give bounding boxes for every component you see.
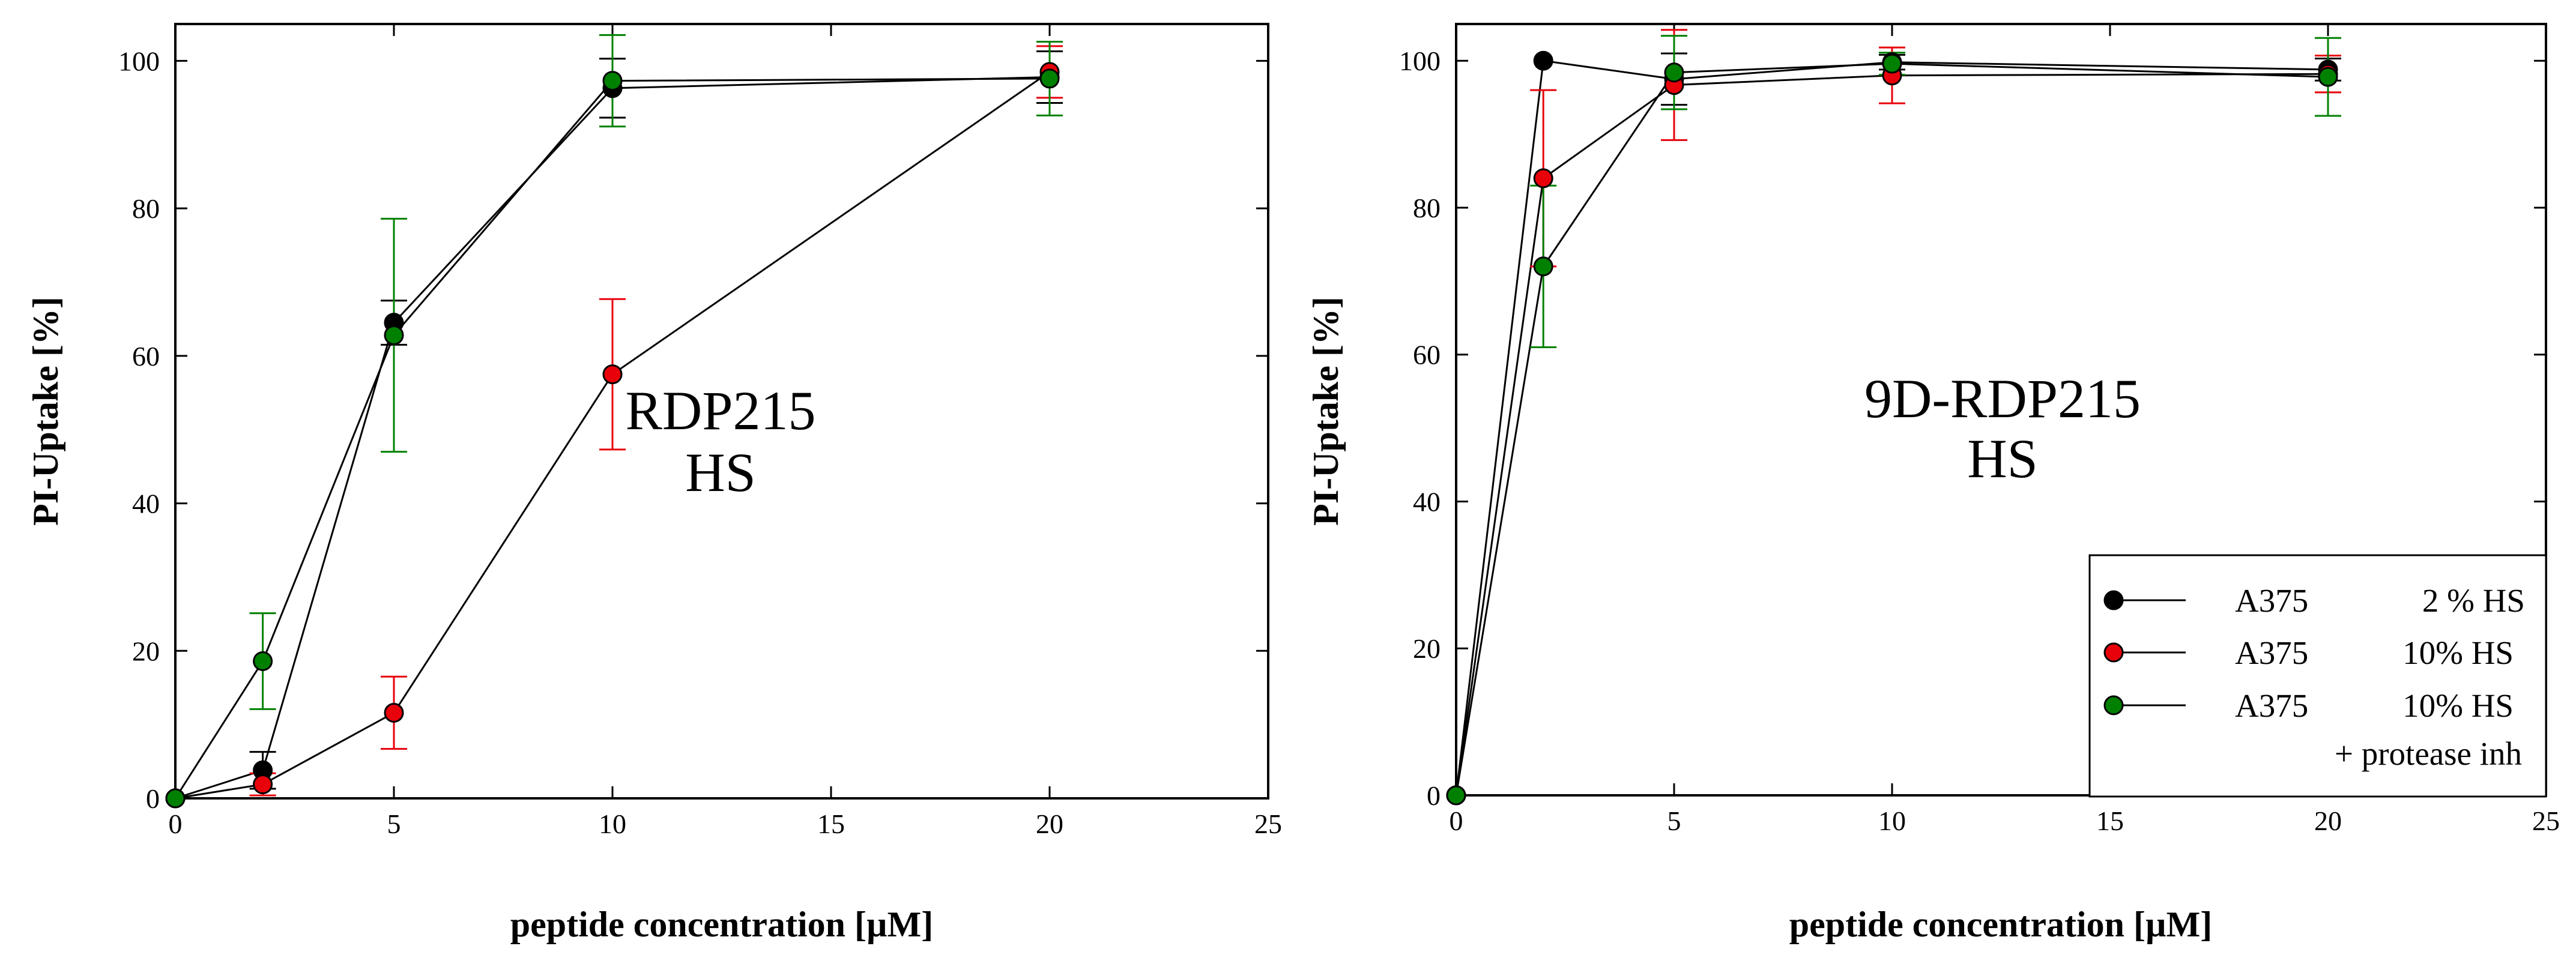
x-tick-label: 5 [1667,806,1681,836]
legend-entry: A375 10% HS [2103,634,2514,671]
legend-box [2088,554,2547,798]
legend-detail: 10% HS [2402,687,2514,724]
x-tick-label: 5 [387,809,401,839]
legend-extra: + protease inh [2335,735,2522,772]
x-tick-label: 15 [2096,806,2124,836]
data-point [602,71,623,91]
legend-entry: A375 2 % HS [2103,582,2525,619]
x-axis-title: peptide concentration [µM] [510,905,933,944]
x-axis-title: peptide concentration [µM] [1789,905,2212,944]
plot-frame [1455,23,2547,797]
y-tick-label: 100 [118,46,160,76]
x-tick-label: 25 [2532,806,2560,836]
y-axis-title: PI-Uptake [%] [1306,297,1346,526]
data-point [602,364,623,385]
chart-left: 0 5 10 15 20 25 0 20 40 60 80 100 peptide concentra… [26,23,1282,944]
y-tick-label: 20 [1413,633,1441,664]
x-tick-label: 20 [2314,806,2342,836]
data-point [1533,50,1553,71]
annotation-line-2: HS [1967,428,2038,489]
y-tick-label: 0 [146,783,160,814]
data-point [1664,62,1684,83]
x-tick-label: 0 [1450,806,1463,836]
series-layer [165,34,1063,809]
legend-swatch-marker [2103,642,2124,663]
annotation-line-1: 9D-RDP215 [1864,368,2141,429]
y-tick-label: 80 [132,193,160,224]
data-point [1039,68,1060,89]
legend: A375 2 % HS A375 10% HS A375 10% HS + pr… [2088,554,2547,798]
y-tick-label: 40 [132,489,160,519]
x-tick-label: 25 [1254,809,1282,839]
plot-frame [174,23,1269,800]
x-tick-label: 0 [169,809,183,839]
legend-label: A375 [2235,634,2308,671]
y-tick-label: 60 [1413,340,1441,370]
data-point [1882,53,1902,74]
y-tick-label: 0 [1427,780,1441,811]
y-tick-label: 60 [132,341,160,372]
data-point [384,702,404,723]
legend-swatch-marker [2103,590,2124,610]
data-point [1446,785,1466,806]
annotation-line-2: HS [685,442,756,503]
x-tick-label: 10 [1878,806,1906,836]
y-tick-label: 80 [1413,193,1441,223]
y-tick-label: 100 [1399,46,1441,76]
y-tick-label: 20 [132,636,160,666]
legend-swatch-marker [2103,695,2124,715]
legend-detail: 10% HS [2402,634,2514,671]
x-tick-label: 15 [817,809,845,839]
y-tick-label: 40 [1413,486,1441,517]
data-point [384,325,404,345]
data-point [1533,256,1553,277]
legend-label: A375 [2235,582,2308,619]
legend-label: A375 [2235,687,2308,724]
axis-tick-labels: 0 5 10 15 20 25 0 20 40 60 80 100 [1399,46,2560,836]
data-point [253,651,273,671]
data-point [253,774,273,795]
data-point [1533,168,1553,188]
series-layer [1446,29,2341,806]
y-axis-title: PI-Uptake [%] [26,297,65,526]
x-tick-label: 20 [1036,809,1063,839]
legend-entry: A375 10% HS + protease inh [2103,687,2522,772]
data-point [165,788,186,809]
legend-detail: 2 % HS [2422,582,2525,619]
chart-right: 0 5 10 15 20 25 0 20 40 60 80 100 peptide concentra… [1306,23,2560,944]
x-tick-label: 10 [599,809,626,839]
data-point [2318,67,2338,87]
annotation-line-1: RDP215 [626,380,816,441]
axis-tick-labels: 0 5 10 15 20 25 0 20 40 60 80 100 [118,46,1282,839]
